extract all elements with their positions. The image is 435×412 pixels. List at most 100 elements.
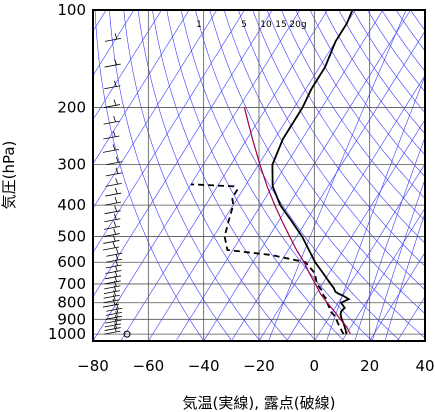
wind-barb [104,63,121,68]
dewpoint-line [190,183,345,335]
isotherm-line [175,10,384,341]
mixing-ratio-line [384,211,425,341]
dry-adiabat-line [266,10,425,244]
wind-barb [104,330,121,335]
isotherm-line [93,10,273,298]
wind-barb-flag [114,187,118,194]
wind-barb [104,323,122,328]
series-layer [190,10,354,335]
isotherm-line [148,10,356,341]
dry-adiabat-line [309,10,425,178]
y-tick-label: 900 [57,310,86,328]
wind-barb [105,315,122,320]
wind-barb-flag [112,235,116,242]
wind-barb-flag [112,294,116,301]
y-tick-label: 800 [57,294,86,312]
x-axis-title: 気温(実線), 露点(破線) [183,394,336,412]
dry-adiabat-line [324,10,425,156]
wind-barb [105,182,122,187]
y-tick-label: 1000 [48,325,86,343]
dry-adiabat-line [238,10,425,291]
x-tick-label: 40 [415,357,434,375]
axis-ticks: −80 −60 −40 −20 0 20 40 100 200 300 400 500 600 70080… [48,1,435,375]
wind-barb [106,161,123,166]
x-tick-label: 0 [310,357,320,375]
mixing-ratio-label: 20g [289,20,306,30]
mixing-ratio-line [371,178,425,341]
mixing-ratio-labels: 1 5 10 15 20g [196,20,306,30]
dry-adiabat-line [252,10,425,267]
temperature-line [271,10,354,335]
mixing-ratio-label: 15 [275,20,286,30]
wind-barb-flag [115,254,119,261]
wind-barbs [102,33,131,338]
wind-barb-flag [113,290,117,297]
dry-adiabat-line [295,10,425,199]
wind-barb-flag [113,116,117,123]
wind-barb [104,85,121,90]
wind-barb [104,275,122,280]
wind-barb-flag [114,322,118,329]
wind-barb [105,264,122,269]
wind-barb-flag [113,221,117,228]
x-tick-label: −20 [243,357,275,375]
wind-barb [103,299,120,304]
isotherm-line [120,10,328,341]
wind-barb-flag [114,33,118,40]
wind-barb [104,285,121,290]
dry-adiabat-line [166,10,345,341]
wind-barb [103,135,120,140]
wind-barb-flag [115,167,119,174]
wind-barb [103,294,120,299]
wind-barb-flag [112,241,116,248]
mixing-ratio-line [326,75,425,341]
wind-barb-flag [115,307,119,314]
wind-barb [103,225,121,230]
mixing-ratio-line [354,136,425,341]
wind-barb-flag [114,318,118,325]
wind-barb [104,327,121,331]
dry-adiabat-line [123,10,261,341]
isotherm-line [93,10,218,209]
isotherm-line [231,30,425,341]
mixing-ratio-label: 10 [260,20,272,30]
dry-adiabat-line [109,10,233,341]
isotherm-line [203,10,411,341]
wind-barb-flag [114,205,118,212]
dry-adiabat-line [223,10,425,315]
mixing-ratio-label: 1 [196,20,202,30]
wind-barb-flag [112,144,116,151]
grid-layer [93,10,425,341]
wind-barb [104,210,121,215]
wind-barb [105,311,123,316]
y-tick-label: 200 [57,99,86,117]
isotherm-line [424,340,425,341]
wind-barb [105,319,122,324]
x-tick-label: −60 [133,357,165,375]
y-tick-label: 100 [57,1,86,19]
wind-barb-flag [113,326,117,333]
isotherm-line [93,10,245,254]
dry-adiabat-line [209,10,425,339]
wind-barb [106,307,123,312]
wind-barb-flag [115,259,119,266]
dry-adiabat-line [180,10,373,341]
wind-barb [102,149,120,153]
x-tick-label: −80 [77,357,109,375]
wind-barb [103,120,120,125]
wind-barb-flag [114,58,118,66]
y-tick-label: 600 [57,253,86,271]
calm-circle [123,330,131,338]
isotherm-line [369,251,425,341]
isotherm-line [286,119,425,341]
plot-frame [92,9,426,342]
y-tick-label: 700 [57,275,86,293]
isotherm-line [314,163,425,341]
dry-adiabat-line [281,10,425,222]
wind-barb [103,240,120,244]
wind-barb-flag [114,315,118,322]
isotherm-line [341,207,425,341]
wind-barb-flag [114,197,118,204]
wind-barb [102,246,120,251]
